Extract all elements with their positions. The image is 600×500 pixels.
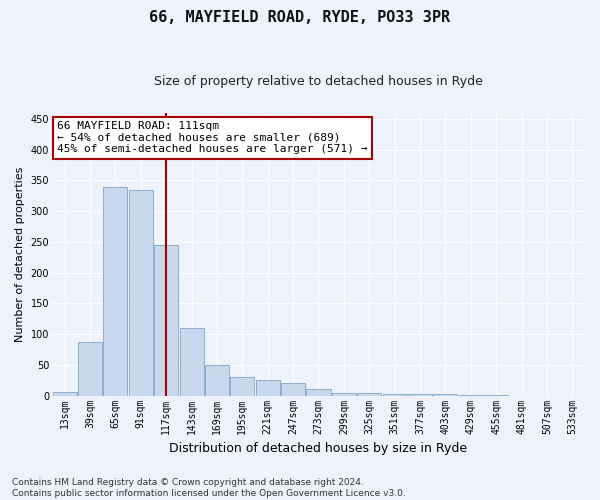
Bar — [205, 365, 229, 396]
Text: Contains HM Land Registry data © Crown copyright and database right 2024.
Contai: Contains HM Land Registry data © Crown c… — [12, 478, 406, 498]
Text: 66, MAYFIELD ROAD, RYDE, PO33 3PR: 66, MAYFIELD ROAD, RYDE, PO33 3PR — [149, 10, 451, 25]
Bar — [307, 390, 331, 396]
Bar — [103, 186, 127, 396]
Bar — [383, 394, 407, 396]
Title: Size of property relative to detached houses in Ryde: Size of property relative to detached ho… — [154, 75, 483, 88]
Bar — [408, 394, 432, 396]
Bar — [179, 328, 203, 396]
Bar — [281, 384, 305, 396]
Bar — [484, 395, 508, 396]
Bar — [53, 392, 77, 396]
Bar — [459, 395, 483, 396]
Bar — [154, 245, 178, 396]
X-axis label: Distribution of detached houses by size in Ryde: Distribution of detached houses by size … — [169, 442, 467, 455]
Bar — [129, 190, 153, 396]
Bar — [357, 393, 382, 396]
Bar — [433, 394, 457, 396]
Y-axis label: Number of detached properties: Number of detached properties — [15, 166, 25, 342]
Text: 66 MAYFIELD ROAD: 111sqm
← 54% of detached houses are smaller (689)
45% of semi-: 66 MAYFIELD ROAD: 111sqm ← 54% of detach… — [57, 122, 368, 154]
Bar — [332, 392, 356, 396]
Bar — [256, 380, 280, 396]
Bar — [78, 342, 102, 396]
Bar — [230, 377, 254, 396]
